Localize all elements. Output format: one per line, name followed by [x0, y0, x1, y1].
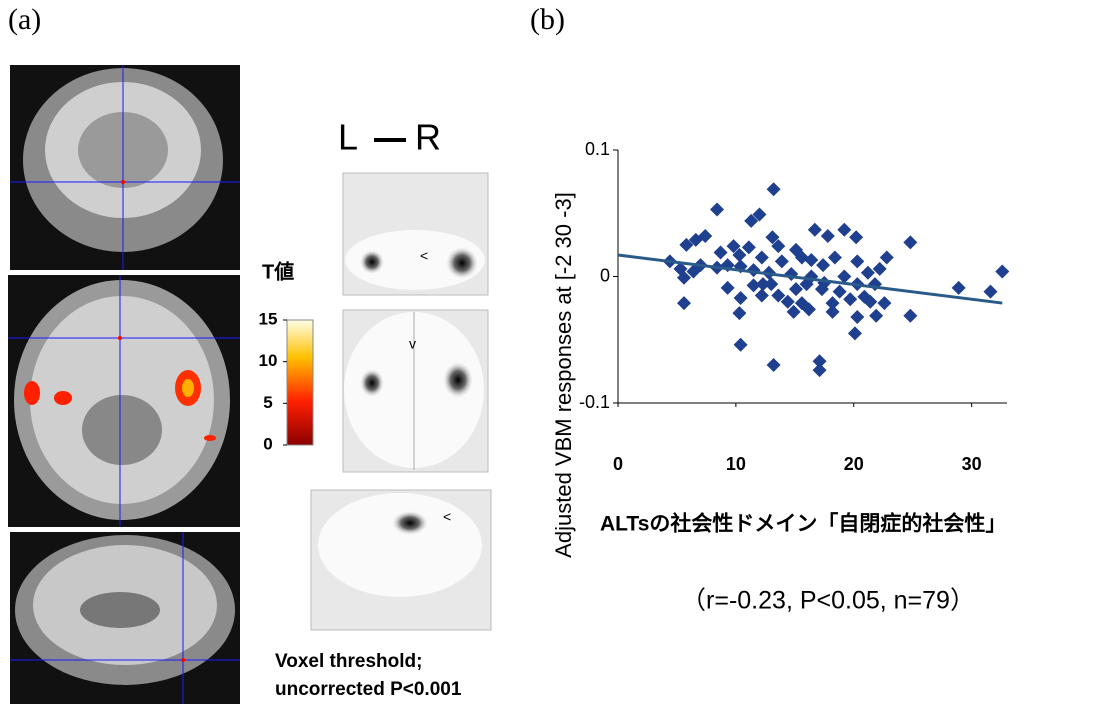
glass-brain: < [342, 172, 489, 296]
point [752, 207, 767, 222]
point [754, 250, 769, 265]
panel-label: (b) [530, 3, 565, 36]
orientation-label: L [338, 117, 358, 158]
sagittal-slice [10, 532, 240, 704]
point [832, 284, 847, 299]
axial-slice [8, 275, 240, 527]
point [843, 292, 858, 307]
point [951, 280, 966, 295]
threshold-note: uncorrected P<0.001 [275, 679, 462, 700]
svg-text:<: < [443, 509, 451, 525]
point [995, 264, 1010, 279]
point [720, 280, 735, 295]
point [847, 326, 862, 341]
point [755, 277, 770, 292]
glass-brain: v [342, 309, 489, 473]
point [879, 250, 894, 265]
y-tick-label: -0.1 [579, 392, 610, 412]
point [786, 304, 801, 319]
point [733, 291, 748, 306]
point [766, 182, 781, 197]
trend-line [617, 253, 1003, 305]
point [677, 270, 692, 285]
point [863, 294, 878, 309]
panel-label: (a) [8, 3, 41, 36]
colorbar-tick-label: 10 [259, 351, 278, 370]
point [801, 302, 816, 317]
point [774, 254, 789, 269]
point [766, 358, 781, 373]
point [744, 213, 759, 228]
point [983, 284, 998, 299]
point [872, 261, 887, 276]
point [679, 237, 694, 252]
annotation: （r=-0.23, P<0.05, n=79） [681, 587, 975, 615]
point [746, 278, 761, 293]
colorbar-ticks: 0 5 10 15 [259, 309, 287, 453]
x-tick-label: 10 [726, 454, 746, 474]
point [850, 309, 865, 324]
point [726, 239, 741, 254]
point [765, 230, 780, 245]
point [850, 254, 865, 269]
glass-brain: < [310, 489, 492, 631]
y-tick-label: 0.1 [585, 139, 610, 159]
x-tick-label: 30 [962, 454, 982, 474]
svg-text:<: < [420, 248, 428, 264]
point [741, 240, 756, 255]
point [812, 363, 827, 378]
colorbar-tick-label: 0 [263, 434, 272, 453]
y-tick-label: 0 [600, 265, 610, 285]
point [804, 253, 819, 268]
point [825, 296, 840, 311]
colorbar-tick-label: 15 [259, 309, 278, 328]
point [754, 288, 769, 303]
point [820, 229, 835, 244]
point [713, 245, 728, 260]
point [732, 247, 747, 262]
point [784, 266, 799, 281]
colorbar-title: T値 [262, 259, 294, 283]
coronal-slice [10, 65, 240, 270]
x-tick-label: 20 [844, 454, 864, 474]
point [677, 296, 692, 311]
x-tick-label: 0 [613, 454, 623, 474]
point [764, 277, 779, 292]
point [710, 202, 725, 217]
point [837, 222, 852, 237]
point [780, 294, 795, 309]
colorbar-tick-label: 5 [263, 393, 272, 412]
y-axis-label: Adjusted VBM responses at [-2 30 -3] [551, 192, 576, 558]
point [812, 354, 827, 369]
point [825, 304, 840, 319]
point [869, 308, 884, 323]
point [903, 235, 918, 250]
point [837, 269, 852, 284]
orientation-label: R [415, 117, 441, 158]
colorbar [286, 319, 314, 446]
plot-area: 0.1 0 -0.1 0 10 20 30 [579, 139, 1010, 474]
point [877, 296, 892, 311]
point [903, 308, 918, 323]
svg-text:v: v [409, 336, 416, 352]
threshold-note: Voxel threshold; [275, 651, 422, 672]
point [799, 277, 814, 292]
point [816, 258, 831, 273]
point [698, 229, 713, 244]
point [860, 265, 875, 280]
point [827, 250, 842, 265]
point [849, 230, 864, 245]
point [807, 222, 822, 237]
x-axis-label: ALTsの社会性ドメイン「自閉症的社会性」 [600, 512, 1006, 536]
point [733, 337, 748, 352]
point [771, 288, 786, 303]
point [732, 306, 747, 321]
point [771, 239, 786, 254]
point [788, 282, 803, 297]
